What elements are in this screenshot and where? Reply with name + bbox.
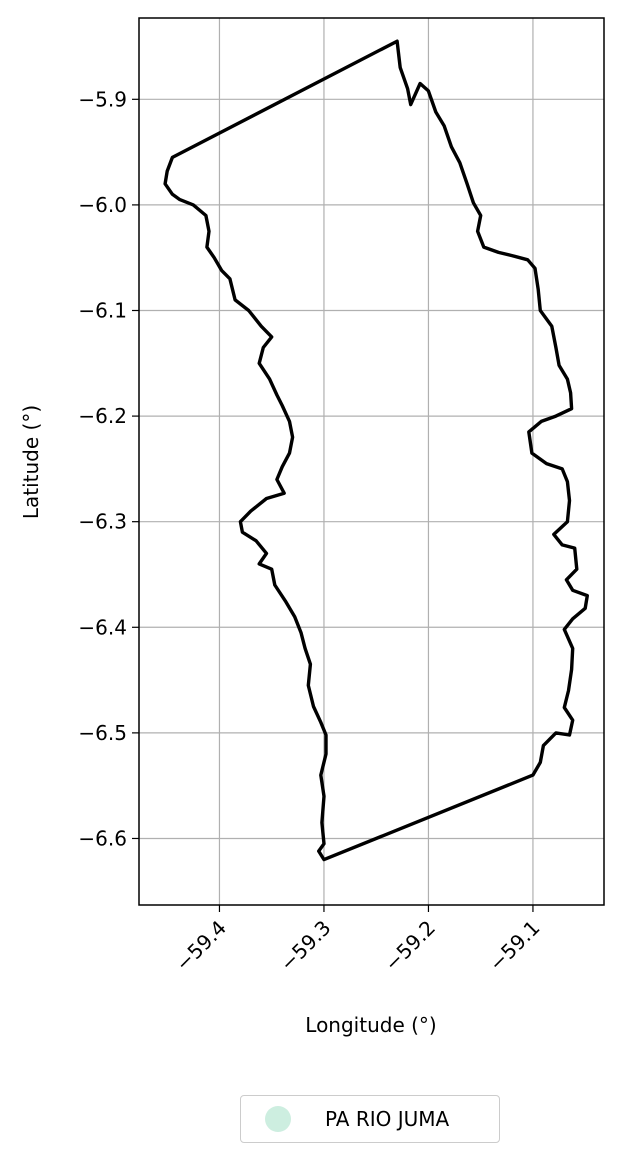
x-tick-label: −59.3 xyxy=(275,916,335,976)
x-axis-label: Longitude (°) xyxy=(305,1013,436,1037)
y-tick-label: −6.5 xyxy=(78,721,127,745)
y-tick-label: −6.2 xyxy=(78,404,127,428)
legend-marker xyxy=(265,1106,291,1132)
region-boundary-pa-rio-juma xyxy=(163,39,589,862)
region-boundary-layer xyxy=(163,39,589,862)
legend-label-pa-rio-juma: PA RIO JUMA xyxy=(325,1107,450,1131)
grid-lines xyxy=(139,18,604,905)
x-tick-label: −59.2 xyxy=(380,916,440,976)
y-tick-label: −6.1 xyxy=(78,298,127,322)
axis-ticks: −59.4 −59.3 −59.2 −59.1 −5.9 −6.0 −6.1 −6.2 −6.3… xyxy=(78,87,544,976)
y-tick-label: −6.4 xyxy=(78,615,127,639)
legend: PA RIO JUMA xyxy=(240,1095,500,1143)
y-tick-label: −6.3 xyxy=(78,510,127,534)
y-tick-label: −5.9 xyxy=(78,87,127,111)
x-tick-label: −59.4 xyxy=(171,916,231,976)
y-tick-label: −6.6 xyxy=(78,826,127,850)
plot-area-frame xyxy=(138,17,605,906)
y-axis-label: Latitude (°) xyxy=(19,405,43,519)
x-tick-label: −59.1 xyxy=(484,916,544,976)
y-tick-label: −6.0 xyxy=(78,193,127,217)
